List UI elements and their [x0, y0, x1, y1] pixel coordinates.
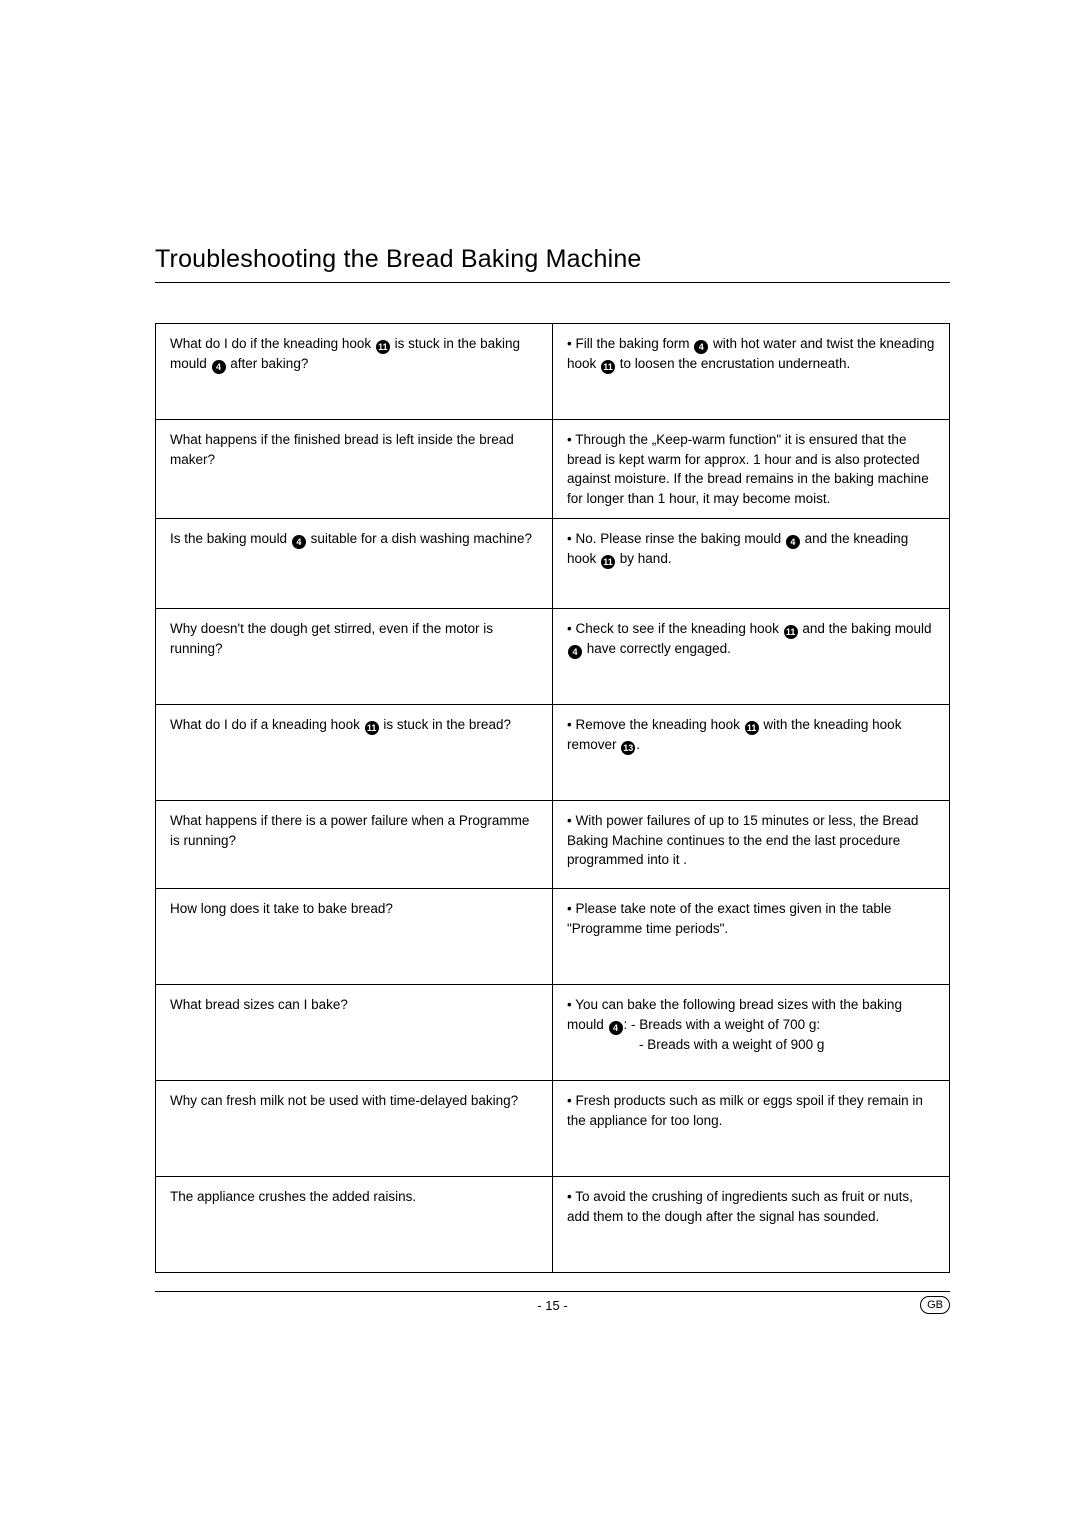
troubleshooting-table: What do I do if the kneading hook 11 is … — [155, 323, 950, 1273]
question-cell: The appliance crushes the added raisins. — [156, 1177, 553, 1273]
ref-icon-11: 11 — [601, 360, 615, 374]
answer-cell: • No. Please rinse the baking mould 4 an… — [553, 519, 950, 609]
table-row: Is the baking mould 4 suitable for a dis… — [156, 519, 950, 609]
table-row: Why can fresh milk not be used with time… — [156, 1081, 950, 1177]
answer-cell: • Fill the baking form 4 with hot water … — [553, 324, 950, 420]
ref-icon-4: 4 — [694, 340, 708, 354]
answer-cell: • With power failures of up to 15 minute… — [553, 801, 950, 889]
question-cell: Why doesn't the dough get stirred, even … — [156, 609, 553, 705]
table-row: What do I do if a kneading hook 11 is st… — [156, 705, 950, 801]
heading-rule — [155, 282, 950, 283]
question-cell: What happens if there is a power failure… — [156, 801, 553, 889]
table-row: What do I do if the kneading hook 11 is … — [156, 324, 950, 420]
answer-cell: • Check to see if the kneading hook 11 a… — [553, 609, 950, 705]
page-number: - 15 - — [537, 1298, 567, 1313]
ref-icon-11: 11 — [376, 340, 390, 354]
table-row: Why doesn't the dough get stirred, even … — [156, 609, 950, 705]
language-badge: GB — [920, 1296, 950, 1314]
question-cell: Is the baking mould 4 suitable for a dis… — [156, 519, 553, 609]
answer-cell: • To avoid the crushing of ingredients s… — [553, 1177, 950, 1273]
table-row: How long does it take to bake bread?• Pl… — [156, 889, 950, 985]
answer-cell: • Please take note of the exact times gi… — [553, 889, 950, 985]
answer-cell: • You can bake the following bread sizes… — [553, 985, 950, 1081]
page-title: Troubleshooting the Bread Baking Machine — [155, 245, 950, 282]
question-cell: How long does it take to bake bread? — [156, 889, 553, 985]
ref-icon-13: 13 — [621, 741, 635, 755]
ref-icon-4: 4 — [292, 535, 306, 549]
table-row: What bread sizes can I bake?• You can ba… — [156, 985, 950, 1081]
answer-cell: • Fresh products such as milk or eggs sp… — [553, 1081, 950, 1177]
question-cell: What do I do if a kneading hook 11 is st… — [156, 705, 553, 801]
question-cell: Why can fresh milk not be used with time… — [156, 1081, 553, 1177]
table-row: What happens if the finished bread is le… — [156, 420, 950, 519]
page-footer: - 15 - GB — [155, 1291, 950, 1321]
ref-icon-11: 11 — [784, 625, 798, 639]
ref-icon-4: 4 — [568, 645, 582, 659]
ref-icon-11: 11 — [365, 721, 379, 735]
ref-icon-4: 4 — [786, 535, 800, 549]
question-cell: What happens if the finished bread is le… — [156, 420, 553, 519]
table-row: The appliance crushes the added raisins.… — [156, 1177, 950, 1273]
answer-cell: • Through the „Keep-warm function" it is… — [553, 420, 950, 519]
ref-icon-11: 11 — [601, 555, 615, 569]
ref-icon-4: 4 — [212, 360, 226, 374]
question-cell: What bread sizes can I bake? — [156, 985, 553, 1081]
ref-icon-4: 4 — [609, 1021, 623, 1035]
ref-icon-11: 11 — [745, 721, 759, 735]
question-cell: What do I do if the kneading hook 11 is … — [156, 324, 553, 420]
table-row: What happens if there is a power failure… — [156, 801, 950, 889]
answer-cell: • Remove the kneading hook 11 with the k… — [553, 705, 950, 801]
